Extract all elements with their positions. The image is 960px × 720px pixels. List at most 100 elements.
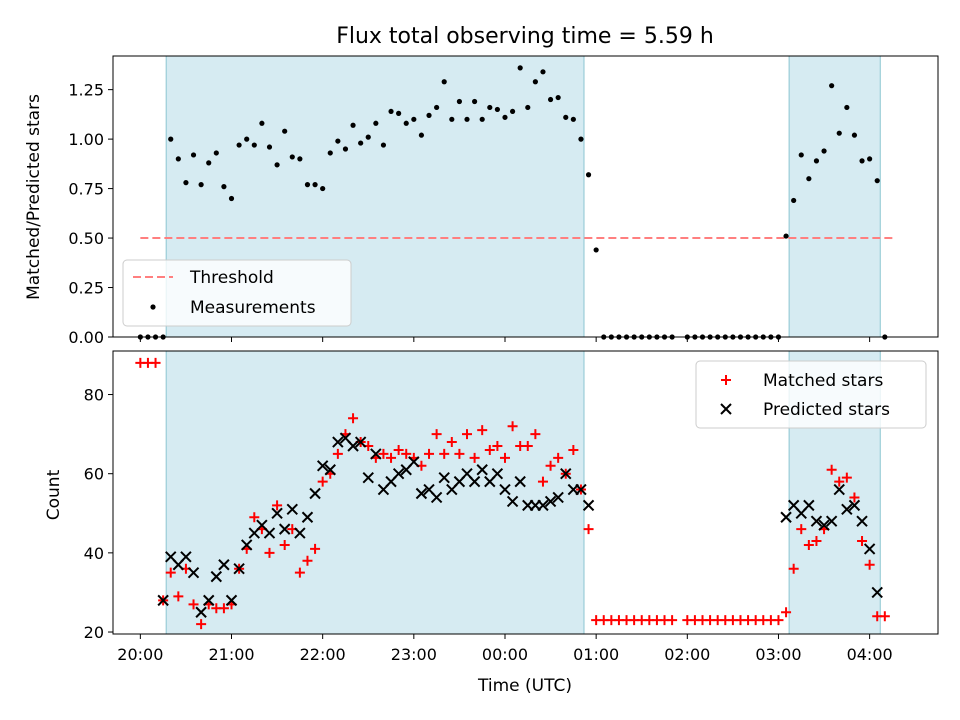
measurement-point bbox=[350, 122, 356, 128]
predicted-star-point bbox=[438, 471, 450, 484]
legend-measurements-label: Measurements bbox=[190, 298, 316, 318]
predicted-star-point bbox=[263, 527, 276, 539]
matched-star-point bbox=[173, 591, 184, 602]
legend-threshold-label: Threshold bbox=[189, 268, 274, 288]
x-tick-label: 23:00 bbox=[391, 645, 437, 664]
matched-star-point bbox=[879, 611, 890, 622]
matched-star-point bbox=[834, 476, 845, 487]
matched-star-point bbox=[477, 425, 488, 436]
measurement-point bbox=[373, 120, 379, 126]
predicted-star-point bbox=[560, 467, 572, 480]
predicted-star-point bbox=[370, 448, 382, 460]
matched-star-point bbox=[462, 429, 473, 440]
matched-star-point bbox=[401, 448, 412, 459]
matched-star-point bbox=[378, 448, 389, 459]
measurement-point bbox=[859, 158, 865, 164]
measurement-point bbox=[563, 114, 569, 120]
measurement-point bbox=[813, 158, 820, 164]
predicted-star-point bbox=[210, 570, 223, 583]
bottom-y-tick-label: 80 bbox=[84, 386, 104, 405]
measurement-point bbox=[791, 197, 797, 204]
predicted-star-point bbox=[347, 440, 359, 452]
matched-star-point bbox=[849, 492, 860, 503]
predicted-star-point bbox=[240, 539, 253, 551]
top-y-tick-label: 1.00 bbox=[68, 130, 104, 149]
matched-star-point bbox=[492, 440, 503, 451]
predicted-star-point bbox=[187, 566, 200, 579]
x-tick-label: 04:00 bbox=[847, 645, 893, 664]
matched-star-point bbox=[317, 476, 328, 487]
chart-title: Flux total observing time = 5.59 h bbox=[336, 24, 714, 49]
matched-star-point bbox=[310, 543, 321, 554]
measurement-point bbox=[403, 120, 409, 126]
predicted-star-point bbox=[818, 519, 830, 531]
predicted-star-point bbox=[544, 495, 557, 508]
measurement-point bbox=[867, 156, 873, 162]
predicted-star-point bbox=[833, 483, 845, 496]
bottom-legend: Matched stars Predicted stars bbox=[695, 360, 927, 429]
predicted-star-point bbox=[332, 436, 344, 448]
predicted-star-point bbox=[203, 594, 215, 607]
measurement-point bbox=[449, 116, 455, 122]
top-legend-box bbox=[122, 259, 352, 327]
predicted-star-point bbox=[415, 487, 428, 500]
measurement-point bbox=[540, 69, 546, 75]
top-y-tick-label: 0.50 bbox=[68, 229, 104, 248]
legend-predicted-label: Predicted stars bbox=[763, 400, 890, 420]
matched-star-point bbox=[469, 452, 480, 463]
predicted-star-point bbox=[233, 562, 245, 575]
predicted-star-point bbox=[157, 594, 169, 607]
matched-star-point bbox=[431, 429, 442, 440]
predicted-star-point bbox=[468, 475, 481, 488]
measurement-point bbox=[472, 98, 478, 105]
measurement-point bbox=[274, 162, 280, 168]
bottom-legend-box bbox=[695, 360, 927, 429]
predicted-star-point bbox=[552, 491, 564, 504]
predicted-star-point bbox=[871, 586, 883, 599]
matched-star-point bbox=[302, 555, 313, 566]
measurement-point bbox=[168, 136, 174, 142]
predicted-star-point bbox=[537, 499, 549, 512]
measurement-point bbox=[821, 148, 827, 154]
matched-star-point bbox=[522, 440, 533, 451]
top-y-tick-label: 0.75 bbox=[68, 180, 104, 199]
matched-star-point bbox=[796, 524, 807, 535]
x-tick-label: 03:00 bbox=[755, 645, 801, 664]
measurement-point bbox=[783, 233, 789, 239]
x-tick-label: 22:00 bbox=[300, 645, 346, 664]
matched-star-point bbox=[424, 448, 435, 459]
matched-star-point bbox=[249, 512, 260, 523]
matched-star-point bbox=[667, 615, 678, 626]
legend-measurements-swatch bbox=[150, 304, 156, 310]
measurement-point bbox=[851, 132, 858, 138]
predicted-star-point bbox=[218, 559, 230, 571]
x-tick-label: 02:00 bbox=[664, 645, 710, 664]
predicted-star-point bbox=[408, 456, 420, 468]
measurement-point bbox=[494, 106, 500, 113]
measurement-point bbox=[304, 182, 311, 188]
measurement-point bbox=[434, 104, 440, 111]
measurement-point bbox=[236, 142, 242, 148]
measurement-point bbox=[266, 144, 273, 150]
measurement-point bbox=[244, 136, 250, 142]
measurement-point bbox=[585, 172, 592, 178]
x-tick-label: 21:00 bbox=[208, 645, 254, 664]
measurement-point bbox=[206, 160, 212, 166]
measurement-point bbox=[532, 79, 538, 85]
measurement-point bbox=[380, 142, 387, 148]
measurement-point bbox=[289, 154, 295, 160]
bottom-axes-frame bbox=[112, 350, 939, 635]
predicted-star-point bbox=[301, 511, 314, 523]
bottom-y-tick-label: 20 bbox=[84, 623, 104, 642]
legend-matched-swatch bbox=[721, 375, 731, 385]
predicted-star-point bbox=[780, 511, 792, 523]
measurement-point bbox=[342, 146, 349, 152]
predicted-star-point bbox=[195, 606, 207, 618]
measurement-point bbox=[844, 104, 850, 111]
matched-star-point bbox=[811, 535, 822, 546]
matched-star-point bbox=[150, 357, 161, 368]
bottom-y-axis-label: Count bbox=[44, 469, 64, 520]
matched-star-point bbox=[568, 444, 579, 455]
legend-matched-label: Matched stars bbox=[763, 371, 883, 391]
